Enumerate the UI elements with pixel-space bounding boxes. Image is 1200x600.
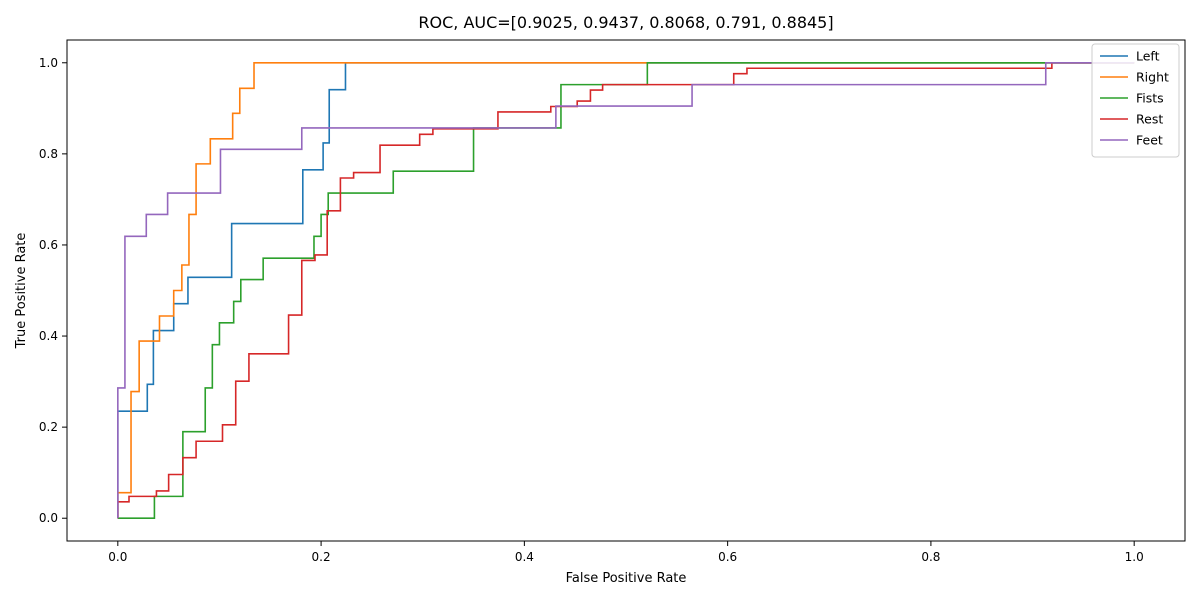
legend-label: Feet (1136, 133, 1163, 148)
x-tick-label: 0.6 (718, 550, 737, 564)
x-tick-label: 1.0 (1125, 550, 1144, 564)
legend-box (1091, 43, 1180, 158)
y-tick-label: 0.0 (39, 511, 58, 525)
x-tick-label: 0.8 (921, 550, 940, 564)
plot-area (117, 61, 1135, 520)
series-line-rest (117, 61, 1135, 519)
plot-frame (66, 39, 1186, 542)
x-tick-label: 0.4 (515, 550, 534, 564)
y-tick-label: 0.6 (39, 238, 58, 252)
y-tick-label: 0.4 (39, 329, 58, 343)
y-tick-label: 0.2 (39, 420, 58, 434)
legend-label: Fists (1136, 91, 1164, 106)
x-tick-label: 0.0 (108, 550, 127, 564)
legend: Left Right Fists Rest Feet (1091, 43, 1180, 158)
series-line-feet (117, 61, 1135, 519)
x-axis: 0.0 0.2 0.4 0.6 0.8 1.0 (108, 541, 1144, 564)
series-line-left (117, 61, 1135, 519)
legend-label: Left (1136, 49, 1160, 64)
series-line-right (117, 61, 1135, 519)
y-tick-label: 0.8 (39, 147, 58, 161)
legend-label: Rest (1136, 112, 1163, 127)
chart-title: ROC, AUC=[0.9025, 0.9437, 0.8068, 0.791,… (418, 13, 833, 32)
series-line-fists (117, 61, 1135, 520)
y-axis-label: True Positive Rate (14, 233, 29, 350)
x-tick-label: 0.2 (312, 550, 331, 564)
legend-label: Right (1136, 70, 1169, 85)
y-axis: 0.0 0.2 0.4 0.6 0.8 1.0 (39, 56, 67, 525)
x-axis-label: False Positive Rate (566, 571, 687, 586)
y-tick-label: 1.0 (39, 56, 58, 70)
